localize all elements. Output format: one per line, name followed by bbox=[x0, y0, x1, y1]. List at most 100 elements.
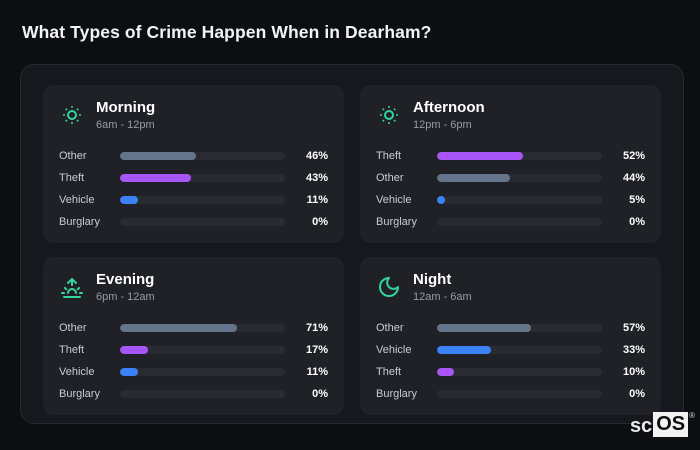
bar-value: 0% bbox=[312, 216, 328, 228]
bar-row: Theft 52% bbox=[376, 149, 645, 163]
bar-label: Burglary bbox=[59, 216, 100, 228]
card-evening-header: Evening 6pm - 12am bbox=[59, 271, 328, 303]
bar-value: 11% bbox=[306, 366, 328, 378]
bar-fill bbox=[437, 346, 492, 354]
bar-track bbox=[437, 196, 602, 204]
card-time-range: 12pm - 6pm bbox=[413, 119, 472, 131]
bar-label: Vehicle bbox=[59, 194, 95, 206]
bar-track bbox=[437, 368, 602, 376]
bar-value: 33% bbox=[622, 344, 645, 356]
scos-logo-suffix: OS bbox=[653, 412, 689, 437]
card-night-header: Night 12am - 6am bbox=[376, 271, 645, 303]
bar-track bbox=[120, 390, 285, 398]
bar-row: Burglary 0% bbox=[59, 215, 328, 229]
scos-logo-prefix: sc bbox=[629, 415, 653, 437]
card-afternoon-header: Afternoon 12pm - 6pm bbox=[376, 99, 645, 131]
moon-icon bbox=[376, 274, 402, 300]
bar-track bbox=[120, 174, 285, 182]
bar-row: Theft 10% bbox=[376, 365, 645, 379]
bar-track bbox=[437, 324, 602, 332]
bar-row: Other 44% bbox=[376, 171, 645, 185]
bar-row: Burglary 0% bbox=[376, 215, 645, 229]
bar-fill bbox=[120, 346, 149, 354]
bar-track bbox=[437, 174, 602, 182]
bar-label: Other bbox=[59, 322, 87, 334]
card-morning: Morning 6am - 12pm Other 46% Theft 43% V… bbox=[43, 85, 344, 243]
bar-label: Vehicle bbox=[376, 344, 412, 356]
card-afternoon: Afternoon 12pm - 6pm Theft 52% Other 44%… bbox=[360, 85, 661, 243]
bar-label: Burglary bbox=[376, 388, 417, 400]
bar-track bbox=[120, 196, 285, 204]
bar-label: Theft bbox=[376, 366, 402, 378]
bar-value: 52% bbox=[622, 150, 645, 162]
bar-row: Vehicle 11% bbox=[59, 193, 328, 207]
bar-fill bbox=[437, 196, 446, 204]
bar-track bbox=[120, 218, 285, 226]
bar-row: Other 46% bbox=[59, 149, 328, 163]
sun-dim-icon bbox=[376, 102, 402, 128]
bar-track bbox=[120, 368, 285, 376]
bar-track bbox=[437, 218, 602, 226]
bar-value: 0% bbox=[629, 216, 645, 228]
bar-value: 57% bbox=[622, 322, 645, 334]
bar-label: Other bbox=[59, 150, 87, 162]
bar-fill bbox=[120, 152, 196, 160]
bar-row: Other 71% bbox=[59, 321, 328, 335]
bar-row: Vehicle 33% bbox=[376, 343, 645, 357]
bar-label: Burglary bbox=[59, 388, 100, 400]
bar-label: Theft bbox=[59, 172, 85, 184]
bar-fill bbox=[437, 368, 454, 376]
bar-row: Vehicle 5% bbox=[376, 193, 645, 207]
registered-mark: ® bbox=[689, 411, 695, 420]
bar-value: 5% bbox=[629, 194, 645, 206]
bar-label: Theft bbox=[376, 150, 402, 162]
bar-value: 46% bbox=[305, 150, 328, 162]
bar-track bbox=[120, 346, 285, 354]
dashboard-panel: Morning 6am - 12pm Other 46% Theft 43% V… bbox=[20, 64, 684, 424]
bar-row: Vehicle 11% bbox=[59, 365, 328, 379]
bar-value: 0% bbox=[312, 388, 328, 400]
bar-fill bbox=[120, 368, 139, 376]
bar-track bbox=[437, 346, 602, 354]
bar-label: Other bbox=[376, 322, 404, 334]
bar-fill bbox=[437, 152, 523, 160]
bar-row: Other 57% bbox=[376, 321, 645, 335]
page-title: What Types of Crime Happen When in Dearh… bbox=[22, 22, 432, 42]
bar-value: 11% bbox=[306, 194, 328, 206]
bar-fill bbox=[437, 174, 510, 182]
bar-track bbox=[120, 152, 285, 160]
scos-logo: sc OS ® bbox=[630, 412, 695, 437]
bar-label: Other bbox=[376, 172, 404, 184]
card-title: Night bbox=[413, 271, 452, 288]
bar-label: Vehicle bbox=[59, 366, 95, 378]
card-title: Evening bbox=[96, 271, 155, 288]
bar-track bbox=[120, 324, 285, 332]
card-evening: Evening 6pm - 12am Other 71% Theft 17% V… bbox=[43, 257, 344, 415]
bar-row: Theft 17% bbox=[59, 343, 328, 357]
bar-value: 17% bbox=[305, 344, 328, 356]
bar-row: Theft 43% bbox=[59, 171, 328, 185]
card-title: Afternoon bbox=[413, 99, 485, 116]
bar-row: Burglary 0% bbox=[376, 387, 645, 401]
card-title: Morning bbox=[96, 99, 156, 116]
bar-label: Vehicle bbox=[376, 194, 412, 206]
bar-track bbox=[437, 152, 602, 160]
card-night: Night 12am - 6am Other 57% Vehicle 33% T… bbox=[360, 257, 661, 415]
card-time-range: 12am - 6am bbox=[413, 291, 472, 303]
sunrise-icon bbox=[59, 274, 85, 300]
bar-value: 43% bbox=[305, 172, 328, 184]
bar-fill bbox=[120, 174, 191, 182]
bar-value: 44% bbox=[622, 172, 645, 184]
card-time-range: 6pm - 12am bbox=[96, 291, 155, 303]
bar-fill bbox=[437, 324, 532, 332]
bar-label: Theft bbox=[59, 344, 85, 356]
bar-fill bbox=[120, 196, 139, 204]
bar-value: 71% bbox=[305, 322, 328, 334]
bar-value: 0% bbox=[629, 388, 645, 400]
bar-label: Burglary bbox=[376, 216, 417, 228]
card-time-range: 6am - 12pm bbox=[96, 119, 155, 131]
bar-row: Burglary 0% bbox=[59, 387, 328, 401]
bar-fill bbox=[120, 324, 238, 332]
sun-dim-icon bbox=[59, 102, 85, 128]
card-morning-header: Morning 6am - 12pm bbox=[59, 99, 328, 131]
